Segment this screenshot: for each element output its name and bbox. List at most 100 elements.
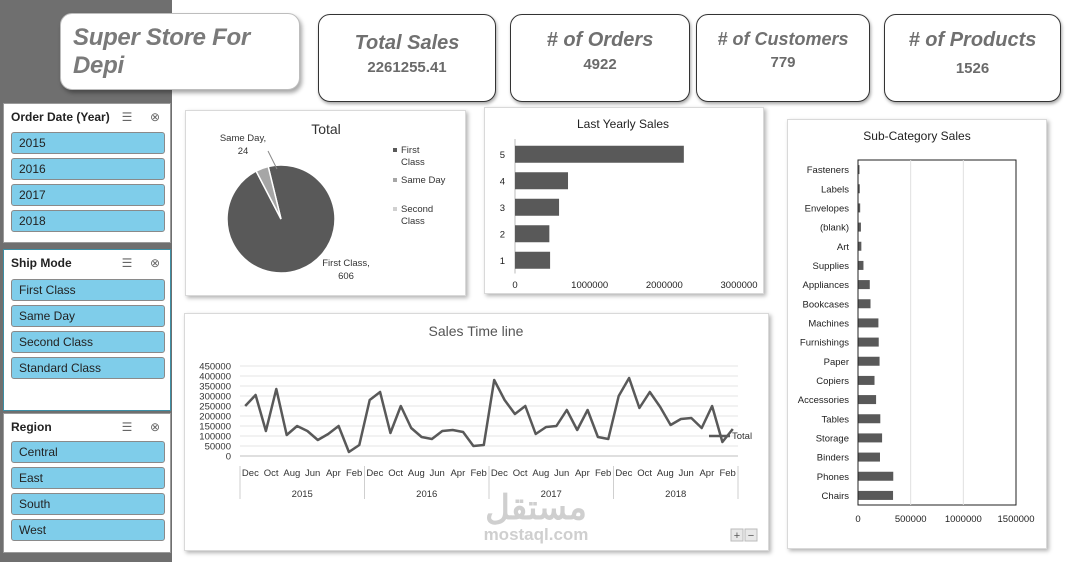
yearly-sales-panel: Last Yearly Sales 5 4 3 2 1 0 1000000 2000000 30…: [484, 107, 764, 294]
subcategory-label: Accessories: [798, 395, 849, 406]
yearly-xtick-label: 2000000: [646, 280, 683, 291]
subcategory-label: Phones: [817, 472, 849, 483]
subcategory-bar[interactable]: [858, 395, 877, 405]
subcategory-bar[interactable]: [858, 318, 879, 328]
subcategory-bar[interactable]: [858, 490, 894, 500]
pie-legend-entry: Same Day: [401, 175, 446, 186]
subcategory-bar[interactable]: [858, 241, 862, 251]
slicer-header: Order Date (Year) ☰ ⊗: [4, 104, 170, 132]
subcategory-bar[interactable]: [858, 260, 864, 270]
yearly-xtick-label: 3000000: [721, 280, 758, 291]
yearly-title: Last Yearly Sales: [577, 117, 669, 131]
watermark-latin: mostaql.com: [483, 525, 589, 544]
timeline-month-label: Dec: [615, 468, 632, 479]
slicer-item-west[interactable]: West: [11, 519, 165, 541]
clear-filter-icon[interactable]: ⊗: [149, 256, 161, 270]
timeline-legend-entry: Total: [732, 431, 752, 442]
pie-legend-swatch: [393, 148, 397, 152]
slicer-title: Order Date (Year): [11, 110, 110, 124]
timeline-year-label: 2018: [665, 489, 686, 500]
dashboard-title-card: Super Store For Depi: [60, 13, 300, 90]
pie-slice-same-day[interactable]: [255, 165, 282, 220]
pie-data-label-first-class: First Class, 606: [322, 258, 370, 282]
timeline-month-label: Apr: [450, 468, 465, 479]
slicer-item-east[interactable]: East: [11, 467, 165, 489]
slicer-region: Region ☰ ⊗ Central East South West: [3, 413, 171, 553]
zoom-out-button[interactable]: [744, 528, 758, 542]
subcategory-bar[interactable]: [858, 414, 881, 424]
timeline-month-label: Dec: [242, 468, 259, 479]
clear-filter-icon[interactable]: ⊗: [149, 420, 161, 434]
kpi-orders-label: # of Orders: [546, 29, 654, 51]
slicer-item-same-day[interactable]: Same Day: [11, 305, 165, 327]
yearly-xtick-label: 0: [512, 280, 517, 291]
timeline-month-label: Feb: [719, 468, 735, 479]
subcategory-bar[interactable]: [858, 203, 861, 213]
multi-select-icon[interactable]: ☰: [121, 420, 133, 434]
subcategory-label: Paper: [824, 357, 849, 368]
subcategory-bar[interactable]: [858, 299, 871, 309]
subcategory-xtick-label: 0: [855, 514, 860, 525]
zoom-out-icon: −: [748, 530, 754, 542]
timeline-year-label: 2015: [292, 489, 313, 500]
multi-select-icon[interactable]: ☰: [121, 256, 133, 270]
yearly-bar[interactable]: [515, 172, 569, 190]
watermark-arabic: مستقل: [485, 489, 587, 527]
subcategory-plot-border: [857, 159, 1017, 506]
yearly-bar[interactable]: [515, 225, 550, 243]
multi-select-icon[interactable]: ☰: [121, 110, 133, 124]
subcategory-label: Labels: [821, 184, 849, 195]
subcategory-bar[interactable]: [858, 471, 894, 481]
subcategory-bar[interactable]: [858, 184, 860, 194]
slicer-item-2017[interactable]: 2017: [11, 184, 165, 206]
kpi-products-label: # of Products: [908, 29, 1037, 51]
yearly-category-label: 4: [500, 176, 505, 187]
subcategory-bar[interactable]: [858, 433, 883, 443]
slicer-item-first-class[interactable]: First Class: [11, 279, 165, 301]
kpi-products: # of Products 1526: [884, 14, 1061, 102]
zoom-in-button[interactable]: [730, 528, 744, 542]
pie-legend-entry: First Class: [401, 145, 425, 168]
subcategory-label: Machines: [808, 318, 849, 329]
slicer-title: Region: [11, 420, 52, 434]
slicer-item-2016[interactable]: 2016: [11, 158, 165, 180]
yearly-bar[interactable]: [515, 251, 551, 269]
zoom-in-icon: +: [734, 530, 740, 542]
subcategory-xtick-label: 1000000: [945, 514, 982, 525]
timeline-month-label: Jun: [678, 468, 693, 479]
slicer-item-second-class[interactable]: Second Class: [11, 331, 165, 353]
clear-filter-icon[interactable]: ⊗: [149, 110, 161, 124]
subcategory-bar[interactable]: [858, 375, 875, 385]
subcategory-bar[interactable]: [858, 452, 880, 462]
subcategory-label: Bookcases: [803, 299, 850, 310]
yearly-bar[interactable]: [515, 198, 560, 216]
slicer-item-standard-class[interactable]: Standard Class: [11, 357, 165, 379]
sales-timeline-panel: Sales Time line 0 50000 100000 150000 200000…: [184, 313, 769, 551]
subcategory-bar[interactable]: [858, 356, 880, 366]
subcategory-bar[interactable]: [858, 222, 861, 232]
yearly-bar[interactable]: [515, 145, 684, 163]
subcategory-label: Furnishings: [800, 338, 849, 349]
subcategory-label: Envelopes: [805, 203, 850, 214]
pie-legend-swatch: [393, 207, 397, 211]
subcategory-label: Supplies: [813, 261, 850, 272]
kpi-products-value: 1526: [955, 60, 990, 77]
slicer-item-2018[interactable]: 2018: [11, 210, 165, 232]
timeline-month-label: Apr: [326, 468, 341, 479]
subcategory-bar[interactable]: [858, 337, 879, 347]
slicer-item-south[interactable]: South: [11, 493, 165, 515]
subcategory-label: Fasteners: [807, 165, 849, 176]
timeline-month-label: Oct: [264, 468, 279, 479]
slicer-item-2015[interactable]: 2015: [11, 132, 165, 154]
subcategory-bar[interactable]: [858, 280, 870, 290]
timeline-year-label: 2017: [541, 489, 562, 500]
timeline-month-label: Feb: [346, 468, 362, 479]
slicer-item-central[interactable]: Central: [11, 441, 165, 463]
yearly-category-label: 2: [500, 229, 505, 240]
yearly-sales-chart: Last Yearly Sales 5 4 3 2 1 0 1000000 2000000 30…: [500, 117, 758, 291]
slicer-title: Ship Mode: [11, 256, 72, 270]
subcategory-bar[interactable]: [858, 165, 860, 175]
watermark: مستقل mostaql.com: [466, 490, 606, 544]
yearly-xtick-label: 1000000: [571, 280, 608, 291]
timeline-series-line[interactable]: [244, 376, 734, 454]
